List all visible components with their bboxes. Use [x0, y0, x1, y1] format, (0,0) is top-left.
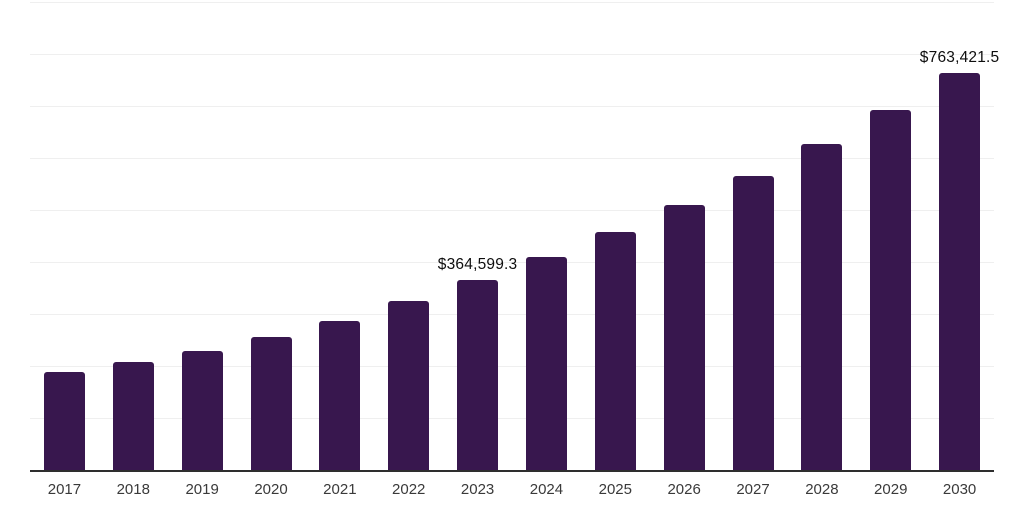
- gridline: [30, 262, 994, 264]
- x-tick-label-2028: 2028: [805, 481, 839, 498]
- plot-area: $364,599.3 $763,421.5: [30, 2, 999, 472]
- bar-slot: [237, 2, 306, 470]
- bar-2025[interactable]: [594, 232, 636, 470]
- gridline: [30, 158, 994, 160]
- gridline: [30, 314, 994, 316]
- gridline: [30, 210, 994, 211]
- x-axis-labels: 2017 2018 2019 2020 2021 2022 2023 2024 2025 2026…: [30, 481, 994, 498]
- bar-slot: [30, 2, 99, 470]
- bar-2026[interactable]: [663, 205, 705, 470]
- bar-slot: [581, 2, 650, 470]
- bar-2023[interactable]: $364,599.3: [438, 256, 517, 470]
- bar-slot: [512, 2, 581, 470]
- x-tick-label-2022: 2022: [392, 481, 426, 498]
- gridline: [30, 2, 994, 3]
- bar-value-label-2030: $763,421.5: [919, 49, 1000, 67]
- bars-layer: $364,599.3 $763,421.5: [30, 2, 999, 470]
- bar-slot: $364,599.3: [438, 2, 517, 470]
- x-tick-label-2020: 2020: [254, 481, 288, 498]
- bar-slot: [305, 2, 374, 470]
- bar-2029[interactable]: [870, 110, 912, 470]
- bar-slot: [99, 2, 168, 470]
- bar-2019[interactable]: [181, 351, 223, 470]
- x-tick-label-2024: 2024: [529, 481, 564, 498]
- x-tick-label-2017: 2017: [47, 481, 82, 498]
- x-tick-label-2029: 2029: [874, 481, 908, 498]
- bar-slot: [650, 2, 719, 470]
- bar-value-label-2023: $364,599.3: [437, 256, 518, 274]
- gridlines: [30, 2, 994, 470]
- x-tick-label-2027: 2027: [736, 481, 770, 498]
- x-tick-label-2018: 2018: [116, 481, 150, 498]
- gridline: [30, 54, 994, 56]
- gridline: [30, 366, 994, 368]
- x-tick-label-2026: 2026: [667, 481, 701, 498]
- bar-2021[interactable]: [319, 320, 361, 470]
- x-tick-label-2019: 2019: [185, 481, 219, 498]
- x-tick-label-2023: 2023: [460, 481, 495, 498]
- x-tick-label-2021: 2021: [323, 481, 357, 498]
- bar-2027[interactable]: [732, 176, 774, 470]
- bar-slot: $763,421.5: [920, 2, 999, 470]
- x-tick-label-2030: 2030: [942, 481, 977, 498]
- bar-2028[interactable]: [801, 144, 843, 470]
- bar-2018[interactable]: [112, 362, 154, 470]
- bar-slot: [168, 2, 237, 470]
- bar-slot: [787, 2, 856, 470]
- gridline: [30, 106, 994, 107]
- bar-2017[interactable]: [43, 371, 85, 470]
- bar-slot: [374, 2, 443, 470]
- bar-2024[interactable]: [525, 257, 567, 470]
- bar-slot: [856, 2, 925, 470]
- bar-2020[interactable]: [250, 336, 292, 470]
- bar-2030[interactable]: $763,421.5: [920, 49, 999, 470]
- bar-slot: [719, 2, 788, 470]
- bar-2022[interactable]: [388, 300, 430, 470]
- gridline: [30, 418, 994, 420]
- x-tick-label-2025: 2025: [598, 481, 632, 498]
